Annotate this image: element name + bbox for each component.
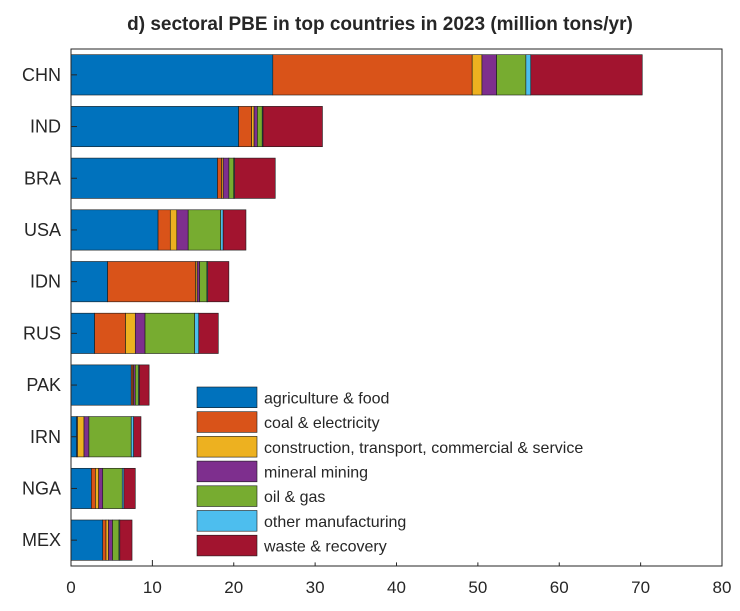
chart-title: d) sectoral PBE in top countries in 2023…	[127, 14, 633, 35]
bar-segment-usa-4	[187, 209, 222, 251]
legend-swatch-6	[196, 534, 258, 557]
bar-segment-pak-4	[134, 364, 139, 406]
category-label-ind: IND	[30, 117, 61, 137]
legend-box	[194, 380, 648, 563]
bar-segment-usa-1	[157, 209, 171, 251]
bar-segment-idn-6	[207, 261, 230, 303]
bar-segment-nga-2	[95, 467, 99, 509]
bar-segment-pak-6	[139, 364, 150, 406]
bar-segment-irn-2	[77, 416, 85, 458]
legend-label-6: waste & recovery	[263, 539, 387, 556]
bar-segment-nga-6	[123, 467, 136, 509]
bar-segment-nga-3	[98, 467, 104, 509]
bar-segment-rus-3	[134, 312, 146, 354]
bar-segment-idn-0	[70, 261, 108, 303]
bar-segment-irn-6	[133, 416, 142, 458]
bar-segment-idn-1	[107, 261, 196, 303]
bar-segment-chn-0	[70, 54, 274, 96]
x-tick-label-0: 0	[66, 578, 75, 597]
category-label-pak: PAK	[26, 375, 61, 395]
bar-segment-chn-3	[481, 54, 497, 96]
bar-segment-ind-0	[70, 106, 239, 148]
bar-segment-bra-4	[228, 157, 235, 199]
x-tick-label-10: 10	[143, 578, 162, 597]
category-label-chn: CHN	[22, 65, 61, 85]
axes-group: CHN IND BRA USA IDN RUS PAK IRN NGA MEX 0 10 20 30 40 5…	[22, 48, 732, 597]
bar-segment-ind-3	[253, 106, 258, 148]
bar-segment-rus-2	[125, 312, 136, 354]
legend-label-5: other manufacturing	[264, 514, 406, 531]
bar-segment-idn-4	[199, 261, 208, 303]
x-tick-label-40: 40	[387, 578, 406, 597]
bar-segment-rus-4	[144, 312, 195, 354]
legend-swatch-1	[196, 411, 258, 433]
bar-segment-nga-4	[102, 467, 123, 509]
legend-label-4: oil & gas	[264, 489, 325, 506]
bar-segment-irn-5	[130, 416, 134, 458]
legend-label-0: agriculture & food	[264, 390, 389, 407]
bar-segment-mex-1	[102, 519, 107, 561]
bar-segment-irn-3	[83, 416, 90, 458]
bar-segment-chn-1	[272, 54, 473, 96]
bar-segment-nga-1	[91, 467, 96, 509]
category-label-usa: USA	[24, 220, 61, 240]
bars-group	[70, 54, 643, 561]
category-label-bra: BRA	[24, 168, 61, 188]
bar-segment-usa-3	[176, 209, 189, 251]
bar-segment-ind-6	[262, 106, 323, 148]
bar-segment-rus-6	[198, 312, 219, 354]
x-tick-label-70: 70	[631, 578, 650, 597]
category-label-nga: NGA	[22, 478, 61, 498]
bar-segment-bra-6	[234, 157, 276, 199]
bar-segment-chn-2	[471, 54, 483, 96]
category-label-idn: IDN	[30, 272, 61, 292]
bar-segment-rus-1	[94, 312, 126, 354]
bar-segment-usa-5	[220, 209, 224, 251]
bar-segment-bra-1	[217, 157, 222, 199]
bar-segment-rus-5	[194, 312, 200, 354]
legend-label-1: coal & electricity	[264, 415, 380, 432]
bar-segment-mex-4	[112, 519, 120, 561]
bar-segment-bra-3	[222, 157, 230, 199]
bar-segment-bra-0	[70, 157, 218, 199]
legend: agriculture & food coal & electricity cons…	[194, 380, 648, 563]
bar-segment-chn-5	[525, 54, 532, 96]
bar-segment-ind-4	[257, 106, 263, 148]
legend-swatch-3	[196, 460, 258, 483]
bar-segment-mex-3	[108, 519, 113, 561]
bar-segment-usa-6	[222, 209, 247, 251]
x-tick-label-20: 20	[224, 578, 243, 597]
category-label-mex: MEX	[22, 530, 61, 550]
legend-label-2: construction, transport, commercial & se…	[264, 440, 583, 457]
legend-label-3: mineral mining	[264, 464, 368, 481]
category-label-irn: IRN	[30, 427, 61, 447]
x-tick-label-60: 60	[550, 578, 569, 597]
legend-swatch-0	[196, 386, 258, 409]
bar-segment-irn-4	[88, 416, 132, 458]
bar-segment-mex-2	[105, 519, 109, 561]
bar-segment-idn-3	[196, 261, 200, 303]
bar-segment-usa-0	[70, 209, 159, 251]
x-tick-label-80: 80	[713, 578, 732, 597]
bar-segment-chn-6	[530, 54, 643, 96]
bar-segment-ind-2	[251, 106, 255, 148]
bar-segment-ind-1	[238, 106, 252, 148]
legend-swatch-2	[196, 436, 258, 458]
bar-segment-pak-0	[70, 364, 132, 406]
legend-swatch-4	[196, 485, 258, 507]
bar-segment-usa-2	[169, 209, 178, 251]
category-label-rus: RUS	[23, 323, 61, 343]
x-tick-label-50: 50	[468, 578, 487, 597]
bar-segment-chn-4	[496, 54, 527, 96]
bar-segment-mex-6	[119, 519, 133, 561]
legend-swatch-5	[196, 510, 258, 532]
x-tick-label-30: 30	[306, 578, 325, 597]
